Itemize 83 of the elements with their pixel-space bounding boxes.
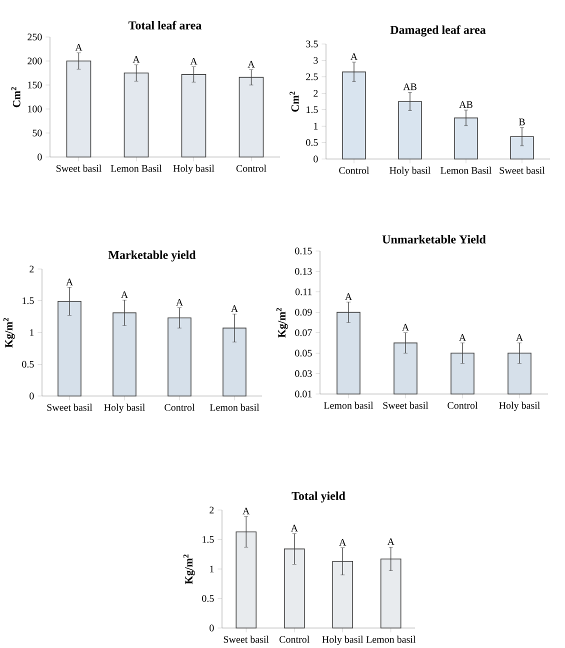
- y-tick-label: 0.5: [22, 360, 34, 368]
- x-tick-label: Holy basil: [322, 636, 364, 645]
- annotation: A: [190, 58, 198, 65]
- chart-title: Damaged leaf area: [390, 25, 486, 36]
- y-tick-label: 2.5: [306, 73, 318, 80]
- y-axis-title: Cm$^{2}$: [11, 87, 20, 108]
- annotation: A: [132, 56, 140, 63]
- y-axis-title: Cm$^{2}$: [290, 92, 299, 112]
- chart-title: Marketable yield: [108, 250, 196, 262]
- annotation: A: [344, 293, 352, 300]
- y-tick-label: 0: [30, 392, 34, 400]
- y-tick-label: 0.5: [306, 139, 318, 146]
- y-tick-label: 2: [30, 266, 34, 272]
- x-tick-label: Sweet basil: [47, 404, 92, 411]
- y-tick-label: 0.03: [295, 370, 312, 377]
- y-tick-label: 0.05: [295, 350, 312, 357]
- chart-title: Total leaf area: [128, 20, 202, 30]
- y-tick-label: 1: [314, 122, 318, 130]
- y-tick-label: 0.15: [295, 248, 312, 254]
- y-tick-label: 3: [314, 57, 318, 64]
- x-tick-label: Control: [448, 402, 478, 409]
- y-tick-label: 0.11: [295, 288, 312, 296]
- y-tick-label: 2: [210, 506, 214, 514]
- y-tick-label: 50: [32, 130, 42, 136]
- y-tick-label: 0.09: [295, 308, 312, 316]
- annotation: A: [242, 508, 250, 514]
- y-tick-label: 1: [210, 566, 214, 572]
- x-tick-label: Holy basil: [173, 164, 214, 174]
- y-tick-label: 150: [28, 82, 42, 88]
- annotation: A: [402, 324, 410, 331]
- x-tick-label: Control: [164, 404, 195, 411]
- annotation: A: [458, 334, 466, 341]
- y-tick-label: 1.5: [22, 297, 34, 304]
- annotation: A: [387, 538, 394, 545]
- annotation: A: [290, 524, 298, 532]
- y-axis-title: Kg/m$^{2}$: [183, 554, 195, 584]
- y-tick-label: 0.13: [295, 268, 312, 275]
- annotation: AB: [403, 83, 416, 90]
- x-tick-label: Sweet basil: [383, 402, 428, 409]
- y-tick-label: 1.5: [306, 106, 318, 114]
- annotation: A: [230, 305, 238, 312]
- x-tick-label: Holy basil: [499, 402, 540, 411]
- y-tick-label: 0: [210, 624, 214, 632]
- y-tick-label: 2: [314, 90, 318, 97]
- y-tick-label: 0: [314, 156, 318, 162]
- annotation: A: [248, 60, 255, 68]
- annotation: A: [176, 298, 184, 306]
- y-tick-label: 1: [30, 329, 34, 336]
- y-tick-label: 0.5: [202, 595, 214, 602]
- y-tick-label: 0: [38, 154, 42, 160]
- y-tick-label: 100: [28, 106, 42, 112]
- x-tick-label: Sweet basil: [500, 166, 545, 174]
- y-tick-label: 3.5: [306, 40, 318, 48]
- annotation: A: [66, 278, 74, 286]
- x-tick-label: Lemon basil: [210, 404, 260, 411]
- x-tick-label: Control: [236, 164, 266, 172]
- y-tick-label: 200: [28, 58, 42, 64]
- annotation: A: [120, 291, 128, 298]
- x-tick-label: Sweet basil: [224, 636, 269, 643]
- x-tick-label: Lemon Basil: [110, 164, 162, 172]
- bar: [510, 136, 534, 160]
- annotation: A: [339, 538, 346, 546]
- annotation: A: [516, 334, 524, 341]
- chart-title: Unmarketable Yield: [382, 235, 486, 244]
- x-tick-label: Control: [280, 636, 310, 643]
- y-axis-title: Kg/m$^{2}$: [276, 308, 288, 338]
- x-tick-label: Holy basil: [104, 404, 145, 413]
- annotation: A: [75, 44, 82, 51]
- annotation: B: [518, 118, 525, 126]
- y-tick-label: 0.01: [295, 390, 312, 398]
- x-tick-label: Control: [339, 166, 370, 174]
- annotation: AB: [459, 101, 472, 108]
- x-tick-label: Lemon Basil: [440, 166, 492, 174]
- y-tick-label: 1.5: [202, 536, 214, 543]
- annotation: A: [350, 53, 358, 60]
- x-tick-label: Lemon basil: [366, 636, 416, 643]
- x-tick-label: Holy basil: [390, 166, 430, 176]
- x-tick-label: Sweet basil: [56, 164, 102, 172]
- y-axis-title: Kg/m$^{2}$: [3, 318, 15, 348]
- chart-title: Total yield: [292, 492, 346, 502]
- x-tick-label: Lemon basil: [324, 402, 374, 409]
- y-tick-label: 0.07: [295, 329, 312, 336]
- y-tick-label: 250: [28, 34, 42, 40]
